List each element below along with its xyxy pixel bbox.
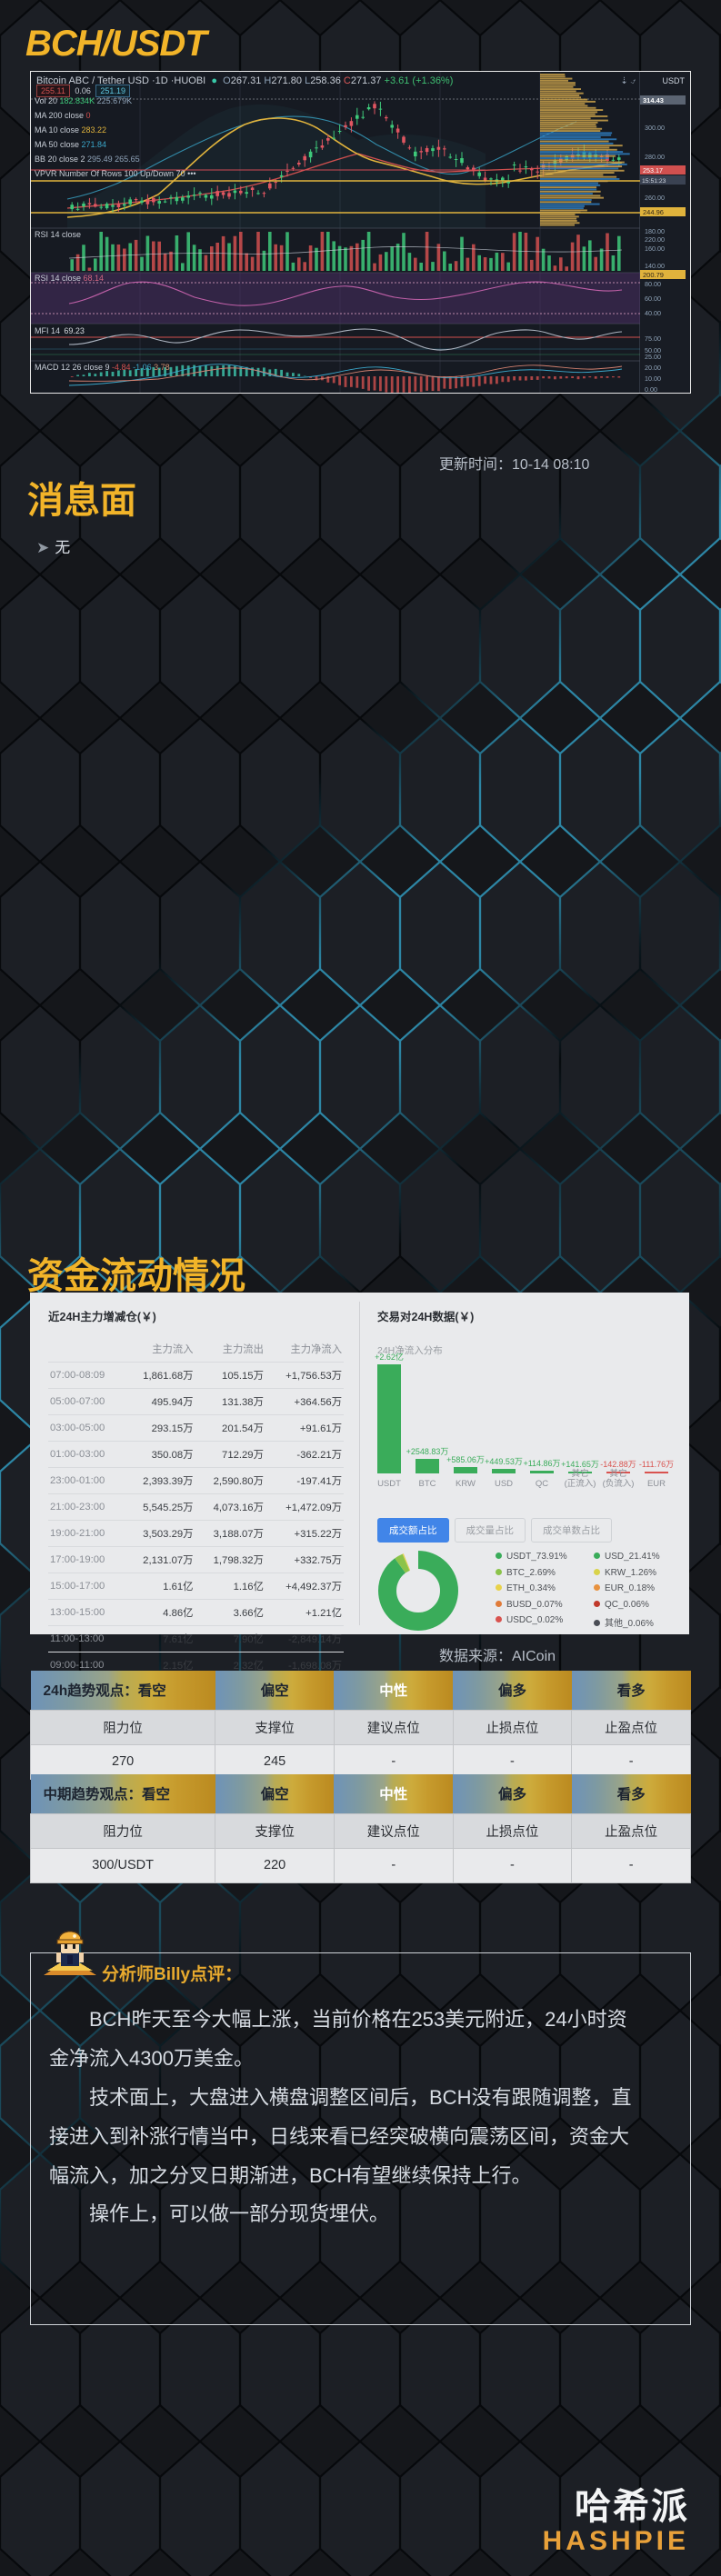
svg-text:244.96: 244.96 (643, 208, 664, 216)
svg-text:MA 200 close 0: MA 200 close 0 (35, 111, 91, 120)
svg-text:15:51:23: 15:51:23 (642, 178, 666, 185)
svg-text:10.00: 10.00 (645, 374, 661, 383)
svg-text:60.00: 60.00 (645, 295, 661, 303)
svg-text:200.79: 200.79 (643, 271, 664, 279)
svg-text:75.00: 75.00 (645, 334, 661, 343)
svg-text:25.00: 25.00 (645, 353, 661, 361)
svg-text:220.00: 220.00 (645, 235, 665, 244)
svg-text:RSI 14 close: RSI 14 close (35, 230, 81, 239)
svg-text:MACD 12 26 close 9 -4.84 -1.06: MACD 12 26 close 9 -4.84 -1.06 3.78 (35, 363, 170, 372)
svg-text:280.00: 280.00 (645, 153, 665, 161)
svg-text:RSI 14 close 68.14: RSI 14 close 68.14 (35, 274, 104, 283)
svg-text:160.00: 160.00 (645, 245, 665, 253)
svg-text:140.00: 140.00 (645, 262, 665, 270)
svg-text:314.43: 314.43 (643, 96, 664, 105)
svg-text:180.00: 180.00 (645, 227, 665, 235)
svg-text:Vol 20 182.834K 225.679K: Vol 20 182.834K 225.679K (35, 96, 132, 105)
svg-text:MA 10 close 283.22: MA 10 close 283.22 (35, 125, 106, 135)
svg-text:20.00: 20.00 (645, 364, 661, 372)
svg-text:40.00: 40.00 (645, 309, 661, 317)
svg-text:80.00: 80.00 (645, 280, 661, 288)
svg-text:0.00: 0.00 (645, 385, 657, 394)
svg-text:300.00: 300.00 (645, 124, 665, 132)
svg-text:MA 50 close 271.84: MA 50 close 271.84 (35, 140, 106, 149)
svg-text:260.00: 260.00 (645, 194, 665, 202)
svg-text:MFI 14 69.23: MFI 14 69.23 (35, 326, 85, 335)
svg-text:BB 20 close 2 295.49 265.65: BB 20 close 2 295.49 265.65 (35, 155, 140, 164)
svg-text:253.17: 253.17 (643, 166, 663, 175)
svg-text:VPVR Number Of Rows 100 Up/Dow: VPVR Number Of Rows 100 Up/Down 70 ••• (35, 169, 196, 178)
